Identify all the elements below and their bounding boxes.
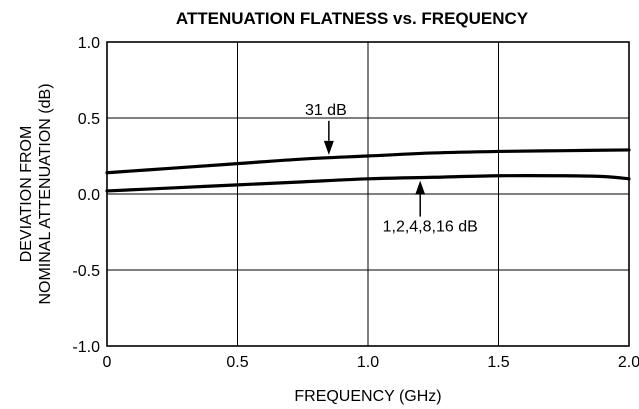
y-tick-label: -0.5: [72, 263, 100, 280]
series-line-0: [105, 148, 631, 175]
series-layer: [105, 148, 631, 193]
y-tick-label: 1.0: [78, 35, 100, 52]
annotation-31-db-label: 31 dB: [305, 102, 347, 119]
x-tick-labels: 0 0.5 1.0 1.5 2.0: [103, 354, 639, 371]
grid-lines: [107, 42, 629, 346]
annotation-low-atten-label: 1,2,4,8,16 dB: [383, 219, 478, 236]
x-tick-label: 0.5: [226, 354, 248, 371]
plot-frame: [106, 41, 630, 347]
y-axis-label-line-1: DEVIATION FROM: [18, 126, 35, 263]
x-axis-label: FREQUENCY (GHz): [294, 388, 441, 405]
annotation-low-atten-arrow-head: [415, 180, 426, 195]
y-tick-label: 0.5: [78, 111, 100, 128]
series-line-1: [105, 174, 631, 193]
y-axis-label-line-2: NOMINAL ATTENUATION (dB): [37, 83, 54, 304]
x-tick-label: 1.5: [487, 354, 509, 371]
y-tick-label: 0.0: [78, 187, 100, 204]
annotation-layer: 31 dB 1,2,4,8,16 dB: [305, 102, 478, 236]
x-tick-label: 1.0: [357, 354, 379, 371]
y-tick-label: -1.0: [72, 339, 100, 356]
chart-title: ATTENUATION FLATNESS vs. FREQUENCY: [176, 9, 529, 28]
x-tick-label: 2.0: [618, 354, 639, 371]
x-tick-label: 0: [103, 354, 112, 371]
annotation-31-db-arrow-head: [323, 140, 334, 155]
y-tick-labels: 1.0 0.5 0.0 -0.5 -1.0: [72, 35, 100, 356]
